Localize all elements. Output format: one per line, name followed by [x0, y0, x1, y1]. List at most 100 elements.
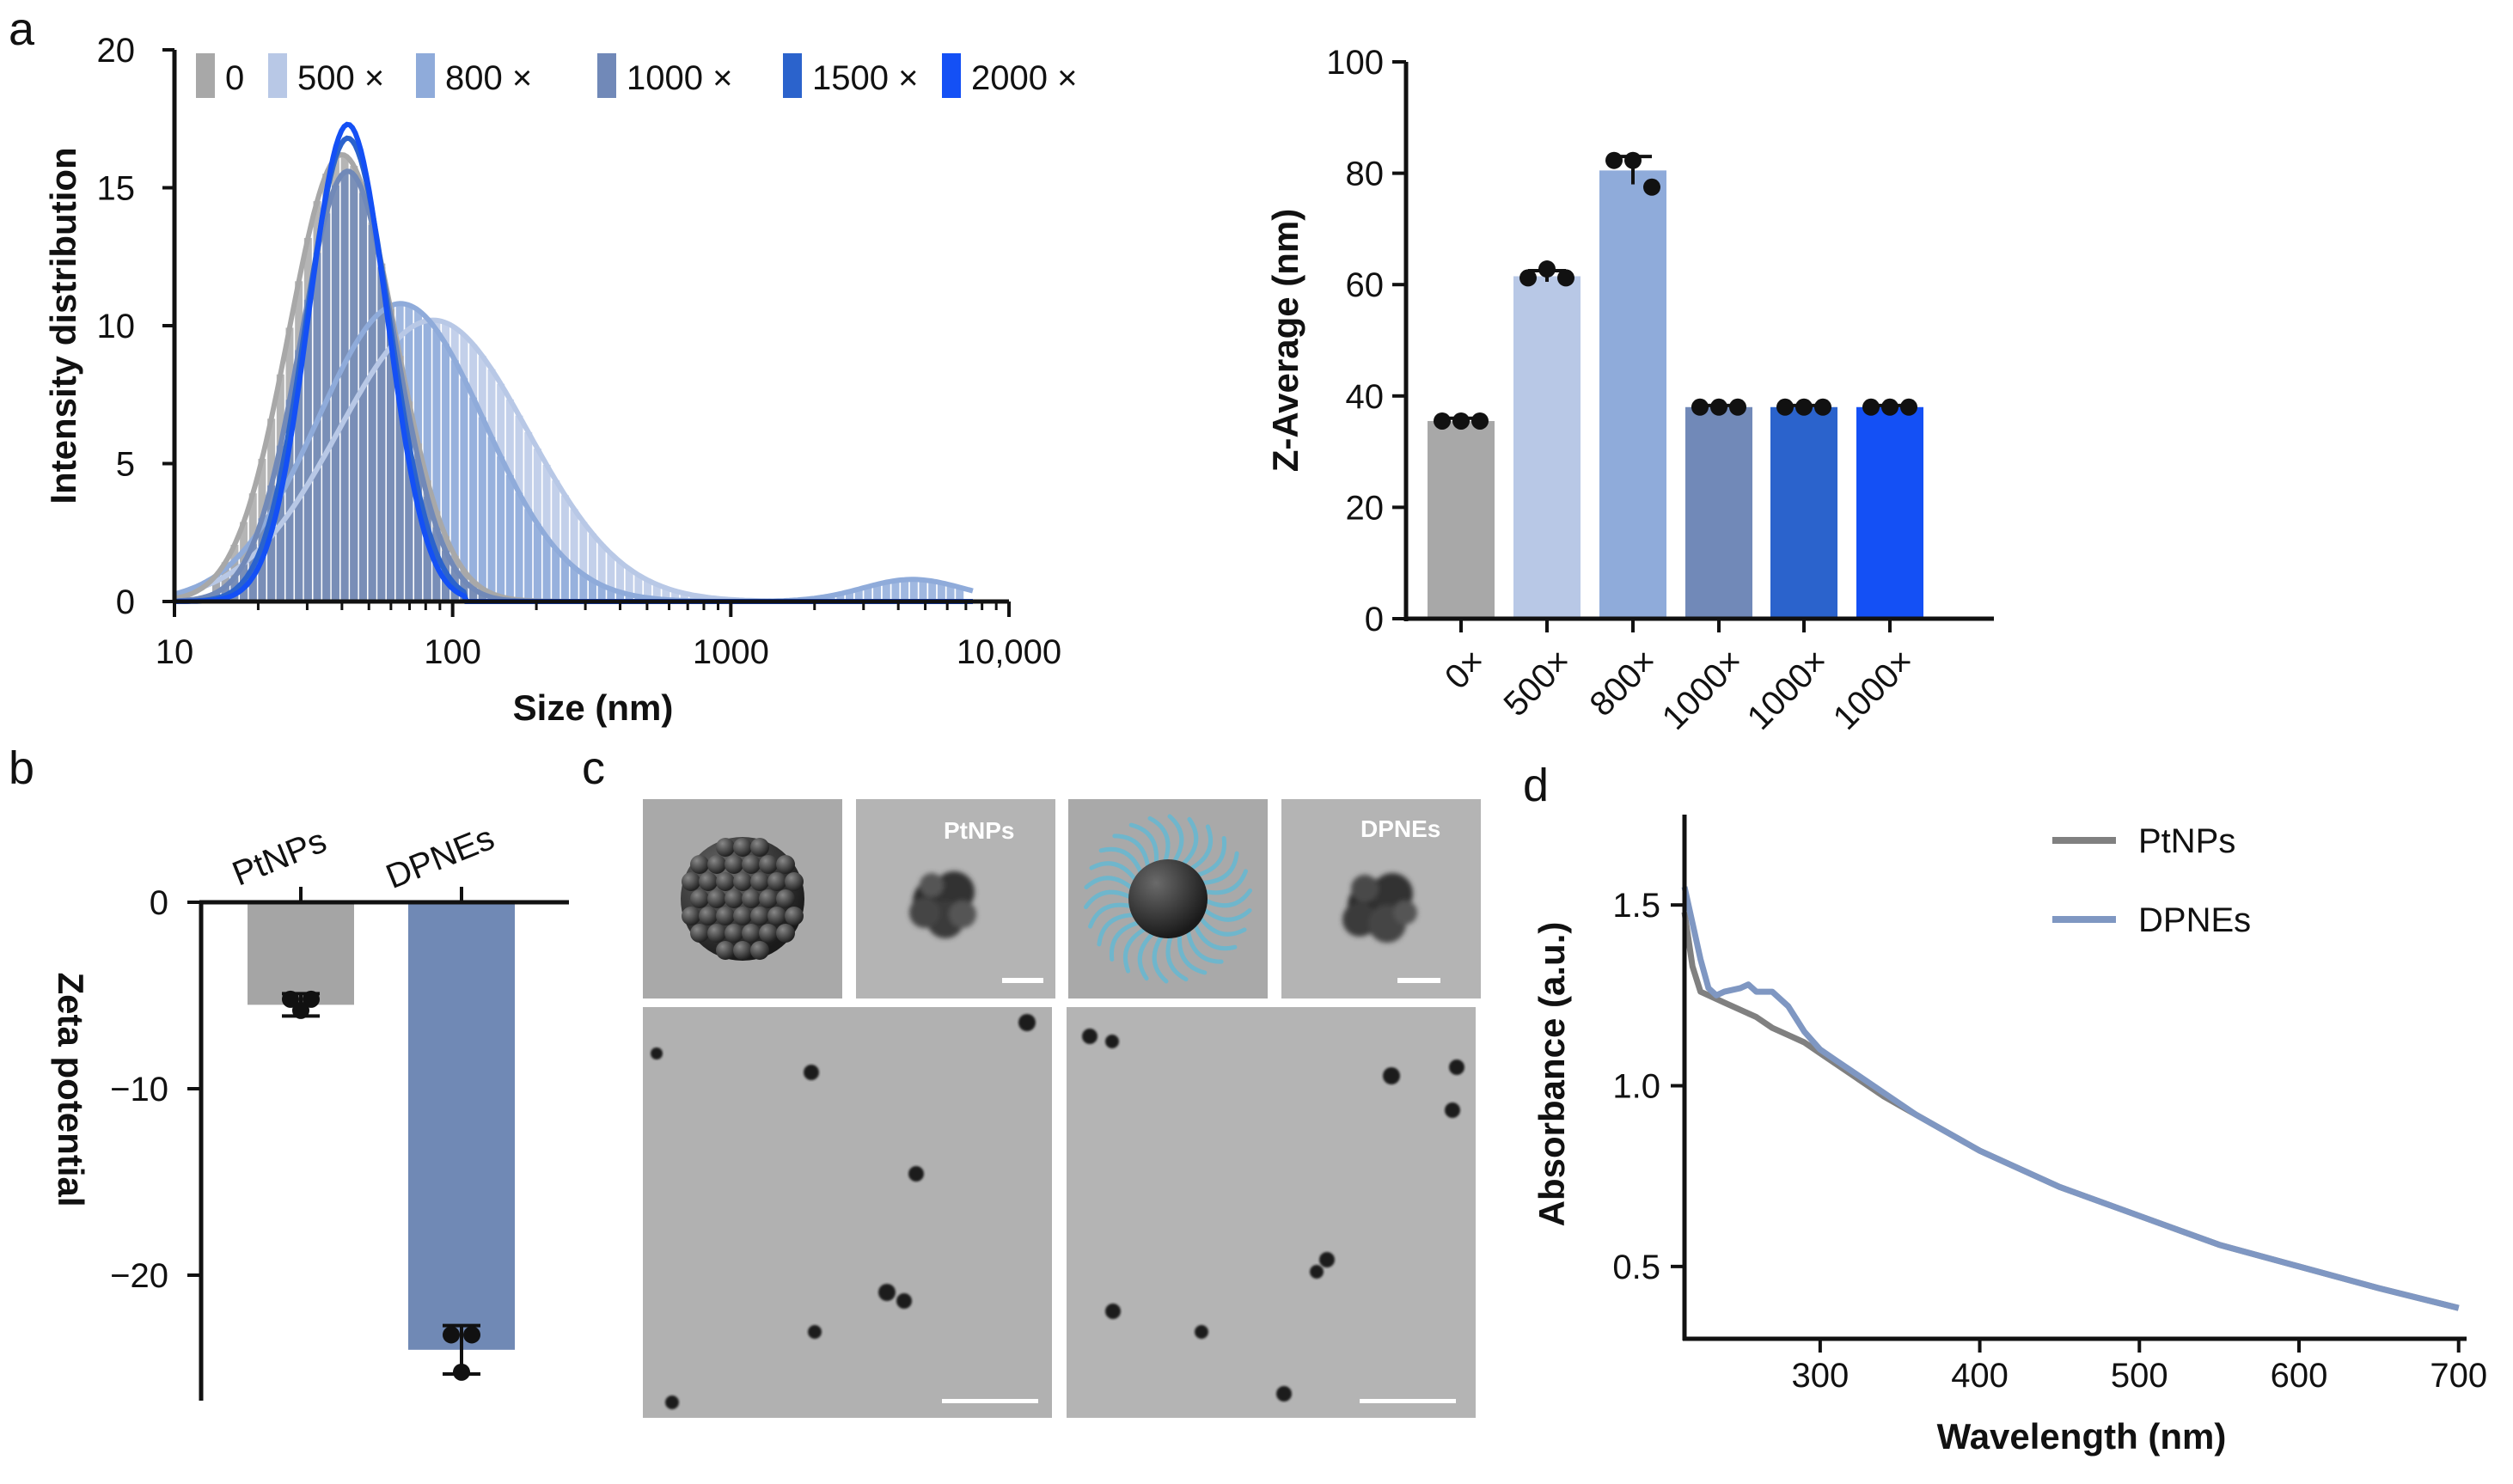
x-tick-label: PtNPs [227, 821, 332, 893]
bar-800 [442, 344, 450, 602]
bar-800 [827, 595, 835, 602]
bar-500 [588, 534, 596, 602]
sphere-bead [690, 889, 709, 908]
series-line-800 [174, 301, 974, 604]
y-axis-label: Z-Average (nm) [1265, 209, 1305, 473]
bar [248, 902, 354, 1005]
y-axis-label: Zeta potential [51, 972, 91, 1206]
sphere-bead [716, 838, 735, 857]
data-point [1643, 178, 1660, 196]
series-line-DPNEs [1681, 886, 2460, 1311]
bar [1513, 276, 1581, 619]
bar-800 [432, 329, 441, 602]
scale-bar [942, 1399, 1038, 1403]
bar-1000 [303, 299, 312, 602]
polymer-strand [1112, 834, 1151, 873]
tem-panel: PtNPs DPNEs [643, 799, 1481, 1418]
data-point [1519, 269, 1537, 287]
scale-bar [1397, 978, 1440, 983]
legend-label: 1000 × [627, 59, 732, 97]
bar [1770, 406, 1837, 619]
bar-800 [597, 585, 606, 602]
data-point [1605, 151, 1623, 169]
x-tick-label: 1000 [693, 633, 769, 671]
sphere-bead [759, 889, 778, 908]
ptnp-tem-label: PtNPs [944, 817, 1014, 844]
sphere-bead [733, 907, 752, 925]
bar [408, 902, 515, 1350]
bar-800 [854, 589, 863, 602]
x-axis-label: Size (nm) [513, 687, 674, 728]
bar-500 [607, 553, 615, 602]
polymer-strand [1137, 928, 1159, 981]
data-point [1557, 269, 1574, 287]
sphere-bead [785, 907, 804, 925]
scale-bar [1360, 1399, 1456, 1403]
x-tick-label: 500× [1497, 642, 1579, 724]
bar-800 [542, 537, 551, 602]
data-point [1900, 398, 1917, 416]
bar-800 [882, 582, 890, 602]
x-tick-label: 100 [424, 633, 481, 671]
bar-800 [928, 581, 937, 602]
polymer-strand [1195, 851, 1239, 885]
x-tick-label: 700 [2430, 1357, 2487, 1395]
sphere-bead [750, 941, 769, 960]
polymer-strand [1083, 889, 1136, 910]
y-tick-label: 40 [1346, 378, 1385, 416]
sphere-bead [733, 838, 752, 857]
sphere-bead [785, 872, 804, 891]
bar-1000 [478, 594, 486, 602]
nanoparticle [1018, 1014, 1036, 1031]
series-line-PtNPs [1681, 912, 2460, 1311]
bar-800 [836, 593, 845, 602]
data-point [1538, 260, 1556, 278]
y-tick-label: −20 [110, 1257, 168, 1295]
bar-800 [909, 579, 918, 602]
legend-swatch [783, 53, 802, 98]
legend-label: 0 [225, 59, 244, 97]
sphere-bead [759, 855, 778, 874]
bar-1000 [414, 459, 423, 602]
nanoparticle [1276, 1386, 1292, 1402]
sphere-bead [742, 889, 761, 908]
nanoparticle [1105, 1304, 1121, 1319]
legend-swatch [268, 53, 287, 98]
y-tick-label: 0 [150, 884, 168, 922]
panel-label-d: d [1523, 760, 1549, 811]
polymer-strand [1084, 876, 1137, 893]
nanoparticle [1195, 1325, 1208, 1339]
y-tick-label: 5 [116, 446, 135, 484]
y-tick-label: 1.0 [1612, 1068, 1660, 1106]
bar-0 [212, 575, 221, 602]
sphere-bead [690, 924, 709, 943]
polymer-strand [1185, 824, 1214, 873]
x-tick-label: 10,000 [957, 633, 1061, 671]
y-axis-label: Absorbance (a.u.) [1532, 922, 1572, 1227]
data-point [443, 1326, 460, 1344]
polymer-strand [1088, 902, 1137, 929]
x-tick-label: 400 [1951, 1357, 2009, 1395]
legend: PtNPs DPNEs [2052, 822, 2251, 939]
bar-500 [671, 590, 680, 602]
bar [1685, 406, 1752, 619]
x-tick-label: 1000× [1826, 642, 1922, 737]
nanoparticle [1319, 1252, 1335, 1267]
bar-800 [864, 586, 872, 602]
bar-800 [873, 583, 882, 602]
data-point [282, 990, 299, 1008]
bar-1000 [395, 366, 404, 602]
sphere-bead [725, 889, 743, 908]
polymer-strand [1167, 814, 1184, 867]
polymer-strand [1089, 861, 1140, 885]
legend-label: PtNPs [2138, 822, 2235, 860]
bar-800 [505, 475, 514, 602]
polymer-strand [1177, 816, 1199, 870]
sphere-bead [750, 872, 769, 891]
bar-800 [450, 360, 459, 602]
polymer-strand [1199, 905, 1252, 922]
sphere-bead [716, 872, 735, 891]
bar-800 [616, 592, 625, 602]
